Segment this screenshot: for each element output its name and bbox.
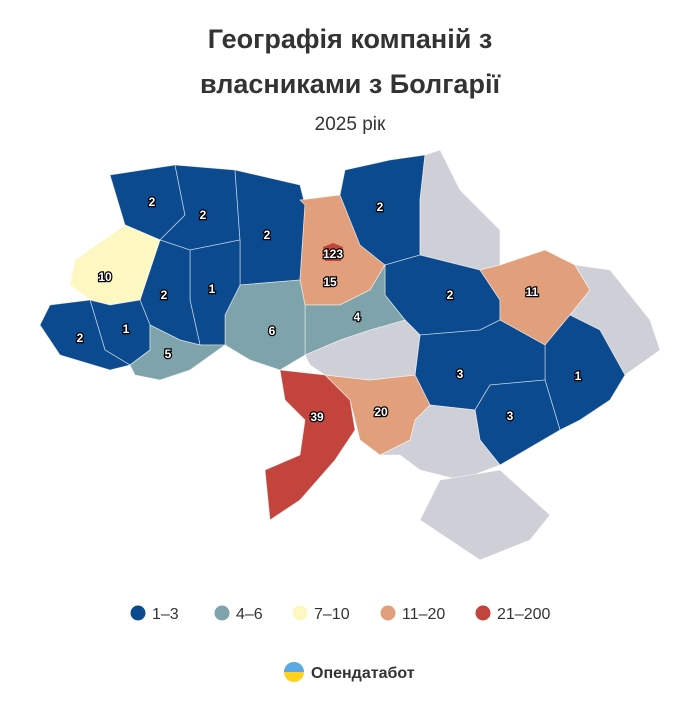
region-value: 20 <box>374 405 388 419</box>
region-value: 1 <box>123 322 130 336</box>
title-line: власниками з Болгарії <box>200 69 501 99</box>
legend-label: 7–10 <box>314 606 350 623</box>
region-value: 6 <box>269 324 276 338</box>
region <box>323 243 343 261</box>
legend-swatch <box>292 605 308 621</box>
legend: 1–3 4–6 7–10 11–20 21–200 <box>130 605 550 623</box>
footer-text: Опендатабот <box>311 665 415 682</box>
title-line: Географія компаній з <box>208 24 493 54</box>
region-value: 2 <box>200 208 207 222</box>
region-value: 3 <box>457 367 464 381</box>
region-value: 2 <box>264 228 271 242</box>
legend-label: 21–200 <box>497 606 550 623</box>
region-value: 5 <box>165 347 172 361</box>
region <box>224 279 306 371</box>
region <box>419 149 501 271</box>
legend-label: 11–20 <box>402 606 445 623</box>
region-value: 11 <box>526 285 539 299</box>
region-value: 1 <box>209 282 216 296</box>
logo-icon <box>284 662 304 672</box>
region-value: 123 <box>323 247 343 261</box>
region-value: 39 <box>310 410 324 424</box>
region-value: 4 <box>354 310 361 324</box>
region-value: 3 <box>507 409 514 423</box>
legend-swatch <box>380 605 396 621</box>
legend-swatch <box>214 605 230 621</box>
region-value: 2 <box>161 288 168 302</box>
region-value: 2 <box>77 331 84 345</box>
legend-label: 1–3 <box>152 606 179 623</box>
region <box>419 469 551 561</box>
legend-swatch <box>130 605 146 621</box>
region-value: 10 <box>98 270 112 284</box>
region-value: 2 <box>377 200 384 214</box>
regions <box>39 149 661 561</box>
region <box>304 263 406 356</box>
legend-label: 4–6 <box>236 606 263 623</box>
region <box>39 299 132 371</box>
region-value: 15 <box>323 275 337 289</box>
region-value: 2 <box>149 195 156 209</box>
region <box>129 324 227 381</box>
footer-logo: Опендатабот <box>284 662 415 682</box>
region <box>264 369 356 521</box>
region-value: 2 <box>447 288 454 302</box>
region-value: 1 <box>575 369 582 383</box>
legend-swatch <box>475 605 491 621</box>
subtitle: 2025 рік <box>315 114 386 135</box>
